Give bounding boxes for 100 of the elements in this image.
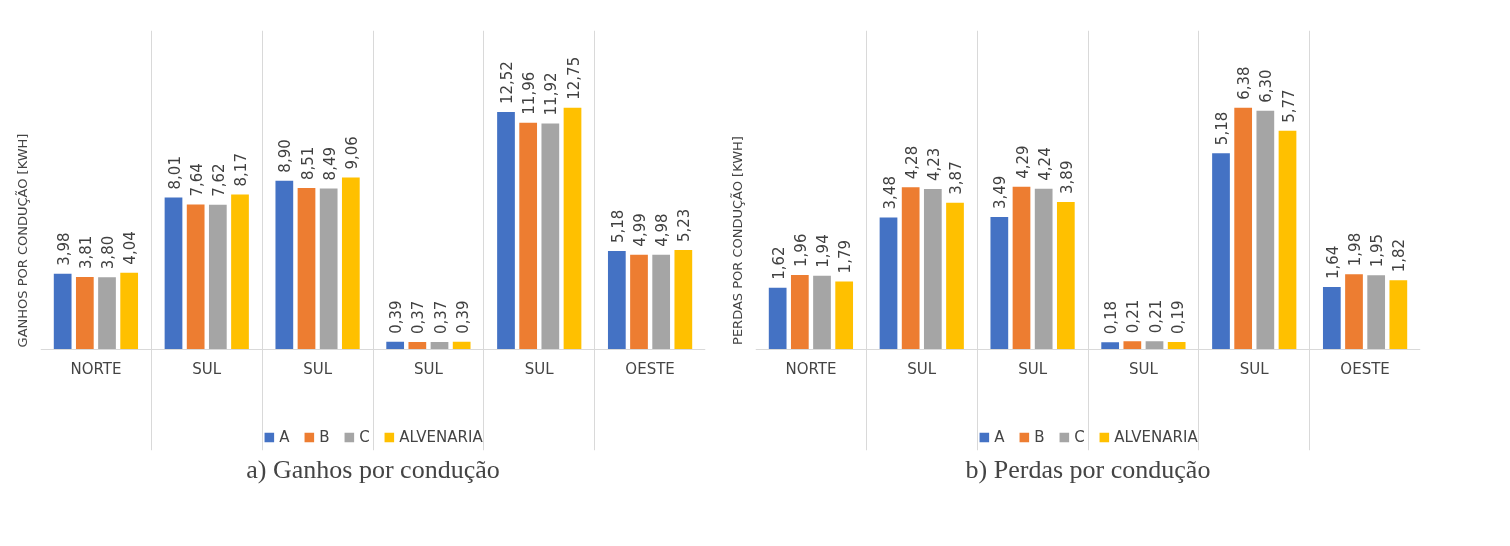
data-label: 0,18: [1102, 300, 1121, 335]
legend-label: ALVENARIA: [399, 428, 483, 446]
data-label: 5,18: [1213, 111, 1231, 146]
bar: [1167, 341, 1186, 350]
x-tick-label: OESTE: [625, 360, 675, 379]
bar: [452, 341, 471, 350]
bar: [430, 342, 449, 350]
bar: [768, 287, 787, 350]
y-axis-title: PERDAS POR CONDUÇÃO [KWH]: [729, 136, 745, 345]
bar: [901, 187, 920, 350]
bar: [1145, 341, 1164, 350]
bar: [1345, 274, 1363, 350]
data-label: 3,89: [1057, 160, 1076, 194]
bar: [879, 217, 898, 350]
bar: [990, 217, 1009, 350]
bar: [1056, 201, 1075, 350]
data-label: 6,30: [1257, 69, 1276, 103]
bar: [275, 180, 294, 350]
data-label: 1,82: [1390, 238, 1409, 273]
x-tick-label: SUL: [907, 360, 937, 379]
data-label: 0,39: [453, 300, 472, 334]
bar: [652, 254, 671, 350]
bar: [790, 274, 809, 350]
data-label: 4,99: [631, 213, 649, 247]
x-tick-label: SUL: [192, 360, 222, 379]
data-label: 6,38: [1235, 66, 1254, 100]
bar: [1212, 153, 1230, 350]
bar: [563, 107, 582, 350]
data-label: 4,24: [1035, 147, 1054, 181]
data-label: 3,48: [880, 176, 899, 210]
x-tick-label: SUL: [413, 360, 444, 379]
legend-label: A: [279, 428, 291, 446]
data-label: 3,87: [947, 161, 965, 195]
data-label: 1,64: [1323, 245, 1342, 280]
data-label: 4,23: [924, 147, 943, 182]
data-label: 0,19: [1168, 300, 1187, 334]
bar: [75, 276, 94, 350]
data-label: 0,37: [409, 300, 428, 335]
data-label: 3,80: [99, 235, 117, 270]
bar: [341, 177, 360, 350]
legend-label: A: [994, 428, 1006, 446]
bar: [630, 254, 648, 350]
x-tick-label: OESTE: [1340, 360, 1390, 379]
data-label: 8,49: [320, 146, 339, 181]
bar: [923, 189, 942, 350]
data-label: 8,01: [165, 156, 184, 190]
data-label: 1,95: [1368, 233, 1387, 268]
bar: [519, 122, 538, 350]
data-label: 12,75: [564, 56, 583, 100]
bar: [1123, 341, 1142, 350]
bar: [1322, 287, 1341, 350]
bar: [319, 188, 338, 350]
x-tick-label: SUL: [1128, 360, 1159, 379]
bar: [1012, 186, 1031, 350]
data-label: 1,79: [836, 239, 855, 274]
data-label: 1,94: [814, 234, 832, 268]
x-tick-label: SUL: [524, 360, 555, 379]
legend-label: ALVENARIA: [1114, 428, 1198, 446]
bar: [408, 342, 427, 350]
bar: [835, 281, 854, 350]
legend-label: B: [1034, 428, 1046, 446]
bar: [297, 188, 316, 350]
x-tick-label: SUL: [1239, 360, 1270, 379]
bar: [1367, 275, 1386, 350]
bar: [208, 204, 227, 350]
data-label: 1,96: [791, 233, 810, 267]
bar: [386, 341, 405, 350]
bar: [1278, 130, 1297, 350]
data-label: 8,17: [232, 153, 250, 187]
bar: [1256, 110, 1275, 350]
x-tick-label: NORTE: [785, 360, 837, 379]
data-label: 3,98: [54, 232, 73, 266]
bar: [674, 250, 693, 350]
bar: [164, 197, 183, 350]
y-axis-title: GANHOS POR CONDUÇÃO [KWH]: [14, 133, 30, 348]
bar: [231, 194, 249, 350]
bar: [946, 202, 964, 350]
x-tick-label: NORTE: [70, 360, 122, 379]
bar: [98, 277, 116, 350]
data-label: 0,21: [1146, 299, 1165, 334]
bar: [1389, 280, 1408, 350]
bar: [541, 123, 560, 350]
data-label: 5,77: [1279, 89, 1298, 123]
data-label: 7,62: [209, 163, 228, 197]
bar: [607, 251, 626, 350]
data-label: 1,98: [1346, 232, 1364, 267]
bar: [1234, 107, 1253, 350]
bar: [1034, 188, 1053, 350]
text: a) Ganhos por condução: [246, 454, 500, 484]
legend-label: C: [1074, 428, 1086, 446]
text: b) Perdas por condução: [965, 454, 1211, 484]
data-label: 5,23: [675, 208, 694, 243]
data-label: 8,90: [276, 139, 295, 173]
bar: [53, 273, 72, 350]
data-label: 12,52: [498, 61, 516, 105]
legend-label: C: [359, 428, 371, 446]
x-tick-label: SUL: [1018, 360, 1048, 379]
bar: [497, 112, 515, 350]
data-label: 7,64: [187, 163, 206, 197]
x-tick-label: SUL: [303, 360, 333, 379]
